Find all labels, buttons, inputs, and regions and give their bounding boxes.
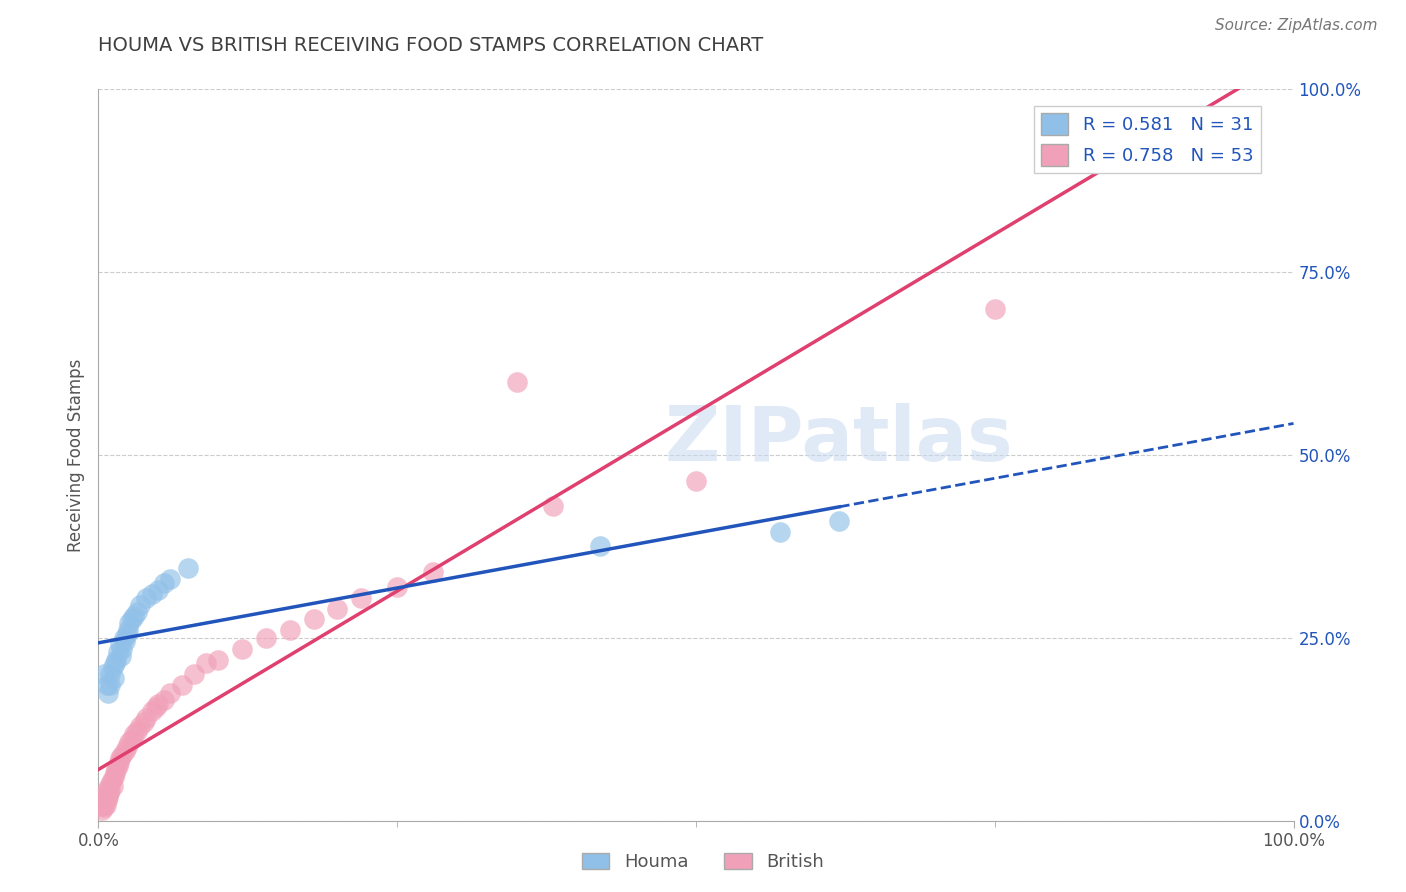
Point [105,763,128,777]
Point [90,799,112,814]
Y-axis label: Receiving Food Stamps: Receiving Food Stamps [66,359,84,551]
Point [98,783,122,797]
Point [183,667,205,681]
Text: HOUMA VS BRITISH RECEIVING FOOD STAMPS CORRELATION CHART: HOUMA VS BRITISH RECEIVING FOOD STAMPS C… [98,36,763,54]
Point [124,608,146,623]
Point [231,641,253,656]
Point [101,660,124,674]
Point [350,591,373,605]
Point [97,686,120,700]
Point [104,657,127,671]
Point [124,727,146,741]
Point [91,796,114,810]
Point [159,686,181,700]
Point [108,751,131,765]
Point [195,657,218,671]
Point [107,758,129,772]
Point [685,474,707,488]
Point [104,766,127,780]
Point [768,524,790,539]
Point [96,793,118,807]
Point [105,653,128,667]
Point [103,770,125,784]
Point [129,598,152,612]
Point [101,779,124,793]
Point [111,747,134,762]
Legend: Houma, British: Houma, British [575,846,831,879]
Point [100,773,122,788]
Point [278,624,301,638]
Point [148,583,170,598]
Point [107,755,129,769]
Point [207,653,229,667]
Point [589,539,612,553]
Point [132,714,155,729]
Point [93,667,115,681]
Point [91,803,114,817]
Point [153,576,176,591]
Point [98,777,122,791]
Point [828,514,851,528]
Point [117,624,139,638]
Point [135,711,157,725]
Point [385,580,409,594]
Point [125,605,148,619]
Point [97,780,120,795]
Point [129,718,152,732]
Point [108,638,131,652]
Text: Source: ZipAtlas.com: Source: ZipAtlas.com [1215,18,1378,33]
Point [141,587,163,601]
Point [121,731,143,746]
Point [302,612,325,626]
Point [422,565,444,579]
Point [112,631,135,645]
Point [984,301,1007,316]
Point [326,601,349,615]
Point [94,788,117,802]
Point [118,616,141,631]
Point [135,591,157,605]
Point [115,740,138,755]
Point [114,744,136,758]
Point [125,724,148,739]
Point [93,791,115,805]
Point [254,631,277,645]
Point [94,797,117,812]
Point [121,612,143,626]
Point [98,786,121,800]
Point [98,667,122,681]
Point [148,697,170,711]
Point [141,704,163,718]
Point [153,693,176,707]
Point [145,700,167,714]
Point [159,572,181,586]
Point [103,671,125,685]
Legend: R = 0.581   N = 31, R = 0.758   N = 53: R = 0.581 N = 31, R = 0.758 N = 53 [1033,105,1261,173]
Point [93,800,115,814]
Point [172,678,194,692]
Point [110,649,132,664]
Point [111,641,134,656]
Point [107,645,129,659]
Point [115,627,138,641]
Text: ZIPatlas: ZIPatlas [665,403,1014,477]
Point [114,634,136,648]
Point [541,499,564,513]
Point [118,734,141,748]
Point [506,375,529,389]
Point [96,784,118,798]
Point [96,678,118,692]
Point [97,790,120,805]
Point [177,561,200,575]
Point [98,678,122,692]
